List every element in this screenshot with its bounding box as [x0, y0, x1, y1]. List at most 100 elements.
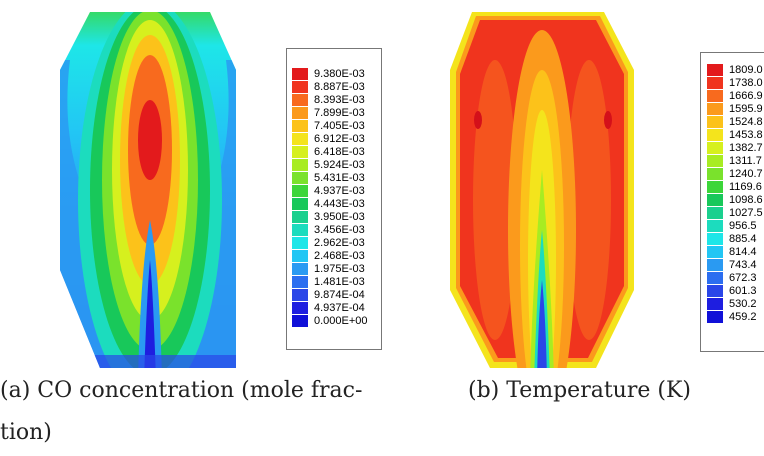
legend-label: 9.380E-03	[314, 67, 365, 80]
legend-swatch	[707, 206, 723, 219]
legend-swatch	[292, 314, 308, 327]
legend-label: 7.899E-03	[314, 106, 365, 119]
legend-label: 2.468E-03	[314, 249, 365, 262]
legend-entry: 1738.0	[707, 76, 763, 89]
legend-entry: 4.937E-04	[292, 301, 365, 314]
legend-entry: 4.937E-03	[292, 184, 365, 197]
temperature-legend: 1809.0 1738.0 1666.9 1595.9 1524.8 1453.…	[700, 52, 764, 352]
legend-entry: 9.874E-04	[292, 288, 365, 301]
legend-swatch	[292, 80, 308, 93]
legend-entry: 601.3	[707, 284, 757, 297]
legend-entry: 885.4	[707, 232, 757, 245]
legend-entry: 2.962E-03	[292, 236, 365, 249]
legend-swatch	[292, 67, 308, 80]
legend-swatch	[292, 236, 308, 249]
legend-swatch	[292, 301, 308, 314]
legend-label: 459.2	[729, 310, 757, 323]
legend-label: 1240.7	[729, 167, 763, 180]
legend-label: 1098.6	[729, 193, 763, 206]
legend-label: 8.393E-03	[314, 93, 365, 106]
legend-entry: 1240.7	[707, 167, 763, 180]
legend-swatch	[707, 180, 723, 193]
legend-entry: 1.481E-03	[292, 275, 365, 288]
legend-swatch	[292, 210, 308, 223]
legend-swatch	[292, 223, 308, 236]
legend-label: 4.443E-03	[314, 197, 365, 210]
legend-entry: 1453.8	[707, 128, 763, 141]
legend-label: 1809.0	[729, 63, 763, 76]
legend-entry: 1169.6	[707, 180, 762, 193]
legend-entry: 1098.6	[707, 193, 763, 206]
legend-entry: 6.912E-03	[292, 132, 365, 145]
legend-swatch	[707, 271, 723, 284]
caption-b: (b) Temperature (K)	[468, 378, 691, 403]
legend-label: 1311.7	[729, 154, 762, 167]
legend-entry: 5.431E-03	[292, 171, 365, 184]
legend-label: 9.874E-04	[314, 288, 365, 301]
temperature-contour	[450, 12, 634, 368]
legend-swatch	[707, 102, 723, 115]
legend-swatch	[292, 288, 308, 301]
legend-entry: 9.380E-03	[292, 67, 365, 80]
legend-swatch	[292, 106, 308, 119]
legend-entry: 1311.7	[707, 154, 762, 167]
legend-label: 672.3	[729, 271, 757, 284]
legend-swatch	[292, 132, 308, 145]
legend-label: 8.887E-03	[314, 80, 365, 93]
legend-entry: 8.393E-03	[292, 93, 365, 106]
legend-swatch	[292, 119, 308, 132]
legend-swatch	[292, 262, 308, 275]
legend-entry: 530.2	[707, 297, 757, 310]
legend-label: 1.975E-03	[314, 262, 365, 275]
legend-swatch	[707, 310, 723, 323]
legend-label: 743.4	[729, 258, 757, 271]
legend-label: 1027.5	[729, 206, 763, 219]
legend-label: 1524.8	[729, 115, 763, 128]
legend-entry: 0.000E+00	[292, 314, 368, 327]
legend-label: 1382.7	[729, 141, 763, 154]
legend-entry: 6.418E-03	[292, 145, 365, 158]
legend-label: 6.912E-03	[314, 132, 365, 145]
legend-swatch	[292, 249, 308, 262]
legend-label: 6.418E-03	[314, 145, 365, 158]
legend-label: 5.431E-03	[314, 171, 365, 184]
legend-label: 1595.9	[729, 102, 763, 115]
legend-swatch	[292, 145, 308, 158]
legend-entry: 672.3	[707, 271, 757, 284]
legend-swatch	[292, 93, 308, 106]
legend-swatch	[707, 89, 723, 102]
legend-entry: 459.2	[707, 310, 757, 323]
legend-label: 1738.0	[729, 76, 763, 89]
legend-entry: 4.443E-03	[292, 197, 365, 210]
legend-swatch	[292, 158, 308, 171]
legend-entry: 1524.8	[707, 115, 763, 128]
legend-entry: 1809.0	[707, 63, 763, 76]
legend-label: 601.3	[729, 284, 757, 297]
legend-label: 1169.6	[729, 180, 762, 193]
legend-entry: 956.5	[707, 219, 757, 232]
legend-entry: 1027.5	[707, 206, 763, 219]
panel-co-concentration: 9.380E-03 8.887E-03 8.393E-03 7.899E-03 …	[0, 12, 382, 445]
legend-label: 4.937E-04	[314, 301, 365, 314]
legend-label: 3.456E-03	[314, 223, 365, 236]
legend-swatch	[292, 184, 308, 197]
legend-entry: 7.405E-03	[292, 119, 365, 132]
legend-swatch	[292, 197, 308, 210]
legend-swatch	[292, 171, 308, 184]
legend-label: 530.2	[729, 297, 757, 310]
legend-label: 4.937E-03	[314, 184, 365, 197]
legend-label: 814.4	[729, 245, 757, 258]
legend-entry: 814.4	[707, 245, 757, 258]
legend-label: 3.950E-03	[314, 210, 365, 223]
legend-swatch	[292, 275, 308, 288]
legend-entry: 1.975E-03	[292, 262, 365, 275]
legend-label: 0.000E+00	[314, 314, 368, 327]
legend-entry: 5.924E-03	[292, 158, 365, 171]
legend-swatch	[707, 219, 723, 232]
legend-entry: 3.456E-03	[292, 223, 365, 236]
legend-entry: 1595.9	[707, 102, 763, 115]
co-legend: 9.380E-03 8.887E-03 8.393E-03 7.899E-03 …	[286, 48, 382, 350]
legend-label: 956.5	[729, 219, 757, 232]
legend-label: 885.4	[729, 232, 757, 245]
legend-label: 1453.8	[729, 128, 763, 141]
